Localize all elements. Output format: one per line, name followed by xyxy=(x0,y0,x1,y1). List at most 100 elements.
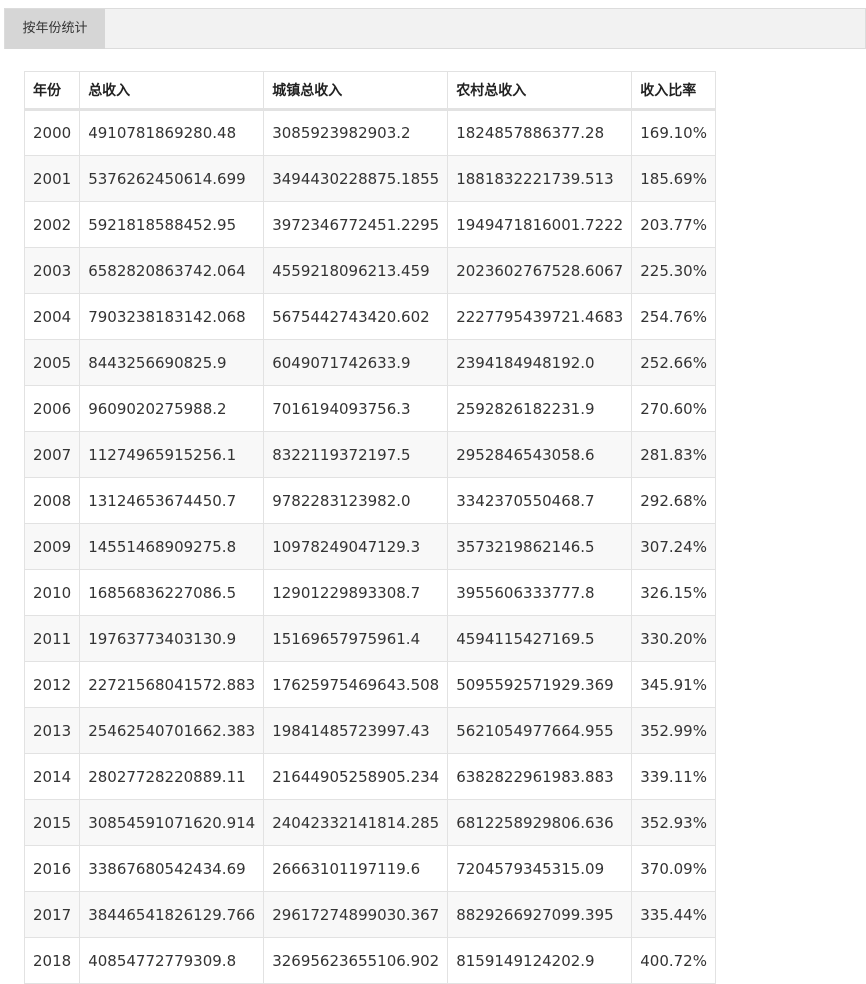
cell-rural-income: 2394184948192.0 xyxy=(447,339,633,386)
cell-total-income: 13124653674450.7 xyxy=(79,477,265,524)
cell-income-ratio: 339.11% xyxy=(631,753,716,800)
cell-year: 2015 xyxy=(23,799,81,846)
cell-year: 2008 xyxy=(23,477,81,524)
cell-rural-income: 3955606333777.8 xyxy=(447,569,633,616)
cell-rural-income: 3573219862146.5 xyxy=(447,523,633,570)
table-row: 2009 14551468909275.8 10978249047129.3 3573… xyxy=(23,523,716,570)
cell-income-ratio: 400.72% xyxy=(631,937,716,984)
cell-rural-income: 5095592571929.369 xyxy=(447,661,633,708)
cell-total-income: 4910781869280.48 xyxy=(79,109,265,156)
cell-income-ratio: 185.69% xyxy=(631,155,716,202)
cell-year: 2009 xyxy=(23,523,81,570)
table-row: 2017 38446541826129.766 29617274899030.367… xyxy=(23,891,716,938)
cell-urban-income: 21644905258905.234 xyxy=(263,753,449,800)
table-row: 2012 22721568041572.883 17625975469643.508… xyxy=(23,661,716,708)
cell-income-ratio: 203.77% xyxy=(631,201,716,248)
cell-rural-income: 8159149124202.9 xyxy=(447,937,633,984)
tab-bar: 按年份统计 xyxy=(4,8,866,49)
cell-rural-income: 1824857886377.28 xyxy=(447,109,633,156)
header-rural-income: 农村总收入 xyxy=(447,71,633,111)
cell-income-ratio: 292.68% xyxy=(631,477,716,524)
cell-total-income: 5376262450614.699 xyxy=(79,155,265,202)
cell-urban-income: 7016194093756.3 xyxy=(263,385,449,432)
table-row: 2006 9609020275988.2 7016194093756.3 259282… xyxy=(23,385,716,432)
cell-total-income: 8443256690825.9 xyxy=(79,339,265,386)
cell-urban-income: 24042332141814.285 xyxy=(263,799,449,846)
cell-income-ratio: 252.66% xyxy=(631,339,716,386)
cell-urban-income: 3085923982903.2 xyxy=(263,109,449,156)
table-row: 2007 11274965915256.1 8322119372197.5 29528… xyxy=(23,431,716,478)
cell-total-income: 11274965915256.1 xyxy=(79,431,265,478)
income-table-container: 年份 总收入 城镇总收入 农村总收入 收入比率 2000 491078186928… xyxy=(23,71,716,984)
cell-rural-income: 5621054977664.955 xyxy=(447,707,633,754)
table-row: 2005 8443256690825.9 6049071742633.9 239418… xyxy=(23,339,716,386)
cell-year: 2016 xyxy=(23,845,81,892)
cell-total-income: 9609020275988.2 xyxy=(79,385,265,432)
cell-income-ratio: 225.30% xyxy=(631,247,716,294)
table-row: 2016 33867680542434.69 26663101197119.6 720… xyxy=(23,845,716,892)
cell-income-ratio: 352.99% xyxy=(631,707,716,754)
cell-year: 2005 xyxy=(23,339,81,386)
cell-year: 2010 xyxy=(23,569,81,616)
cell-income-ratio: 370.09% xyxy=(631,845,716,892)
cell-total-income: 14551468909275.8 xyxy=(79,523,265,570)
cell-income-ratio: 281.83% xyxy=(631,431,716,478)
cell-year: 2003 xyxy=(23,247,81,294)
cell-rural-income: 6382822961983.883 xyxy=(447,753,633,800)
cell-urban-income: 19841485723997.43 xyxy=(263,707,449,754)
table-row: 2004 7903238183142.068 5675442743420.602 22… xyxy=(23,293,716,340)
cell-income-ratio: 335.44% xyxy=(631,891,716,938)
cell-urban-income: 26663101197119.6 xyxy=(263,845,449,892)
cell-year: 2006 xyxy=(23,385,81,432)
header-urban-income: 城镇总收入 xyxy=(263,71,449,111)
cell-total-income: 16856836227086.5 xyxy=(79,569,265,616)
cell-income-ratio: 270.60% xyxy=(631,385,716,432)
cell-year: 2018 xyxy=(23,937,81,984)
cell-income-ratio: 169.10% xyxy=(631,109,716,156)
cell-income-ratio: 307.24% xyxy=(631,523,716,570)
cell-urban-income: 4559218096213.459 xyxy=(263,247,449,294)
cell-rural-income: 2592826182231.9 xyxy=(447,385,633,432)
table-row: 2011 19763773403130.9 15169657975961.4 4594… xyxy=(23,615,716,662)
cell-income-ratio: 254.76% xyxy=(631,293,716,340)
table-row: 2002 5921818588452.95 3972346772451.2295 19… xyxy=(23,201,716,248)
cell-year: 2011 xyxy=(23,615,81,662)
cell-year: 2000 xyxy=(23,109,81,156)
cell-rural-income: 2023602767528.6067 xyxy=(447,247,633,294)
cell-rural-income: 1949471816001.7222 xyxy=(447,201,633,248)
tab-by-year[interactable]: 按年份统计 xyxy=(5,9,105,49)
header-income-ratio: 收入比率 xyxy=(631,71,716,111)
cell-rural-income: 4594115427169.5 xyxy=(447,615,633,662)
table-row: 2013 25462540701662.383 19841485723997.43 5… xyxy=(23,707,716,754)
header-year: 年份 xyxy=(23,71,81,111)
cell-urban-income: 5675442743420.602 xyxy=(263,293,449,340)
cell-urban-income: 12901229893308.7 xyxy=(263,569,449,616)
cell-total-income: 6582820863742.064 xyxy=(79,247,265,294)
cell-year: 2017 xyxy=(23,891,81,938)
cell-rural-income: 1881832221739.513 xyxy=(447,155,633,202)
cell-rural-income: 7204579345315.09 xyxy=(447,845,633,892)
cell-urban-income: 3972346772451.2295 xyxy=(263,201,449,248)
cell-income-ratio: 326.15% xyxy=(631,569,716,616)
cell-rural-income: 2952846543058.6 xyxy=(447,431,633,478)
cell-urban-income: 9782283123982.0 xyxy=(263,477,449,524)
table-row: 2008 13124653674450.7 9782283123982.0 33423… xyxy=(23,477,716,524)
cell-rural-income: 6812258929806.636 xyxy=(447,799,633,846)
cell-total-income: 22721568041572.883 xyxy=(79,661,265,708)
cell-year: 2004 xyxy=(23,293,81,340)
cell-urban-income: 6049071742633.9 xyxy=(263,339,449,386)
header-total-income: 总收入 xyxy=(79,71,265,111)
cell-total-income: 33867680542434.69 xyxy=(79,845,265,892)
income-table: 年份 总收入 城镇总收入 农村总收入 收入比率 2000 491078186928… xyxy=(23,71,716,984)
cell-year: 2013 xyxy=(23,707,81,754)
cell-total-income: 5921818588452.95 xyxy=(79,201,265,248)
cell-total-income: 38446541826129.766 xyxy=(79,891,265,938)
table-row: 2003 6582820863742.064 4559218096213.459 20… xyxy=(23,247,716,294)
cell-year: 2001 xyxy=(23,155,81,202)
table-row: 2000 4910781869280.48 3085923982903.2 18248… xyxy=(23,109,716,156)
cell-total-income: 28027728220889.11 xyxy=(79,753,265,800)
table-row: 2014 28027728220889.11 21644905258905.234 6… xyxy=(23,753,716,800)
cell-urban-income: 29617274899030.367 xyxy=(263,891,449,938)
cell-year: 2002 xyxy=(23,201,81,248)
cell-urban-income: 3494430228875.1855 xyxy=(263,155,449,202)
